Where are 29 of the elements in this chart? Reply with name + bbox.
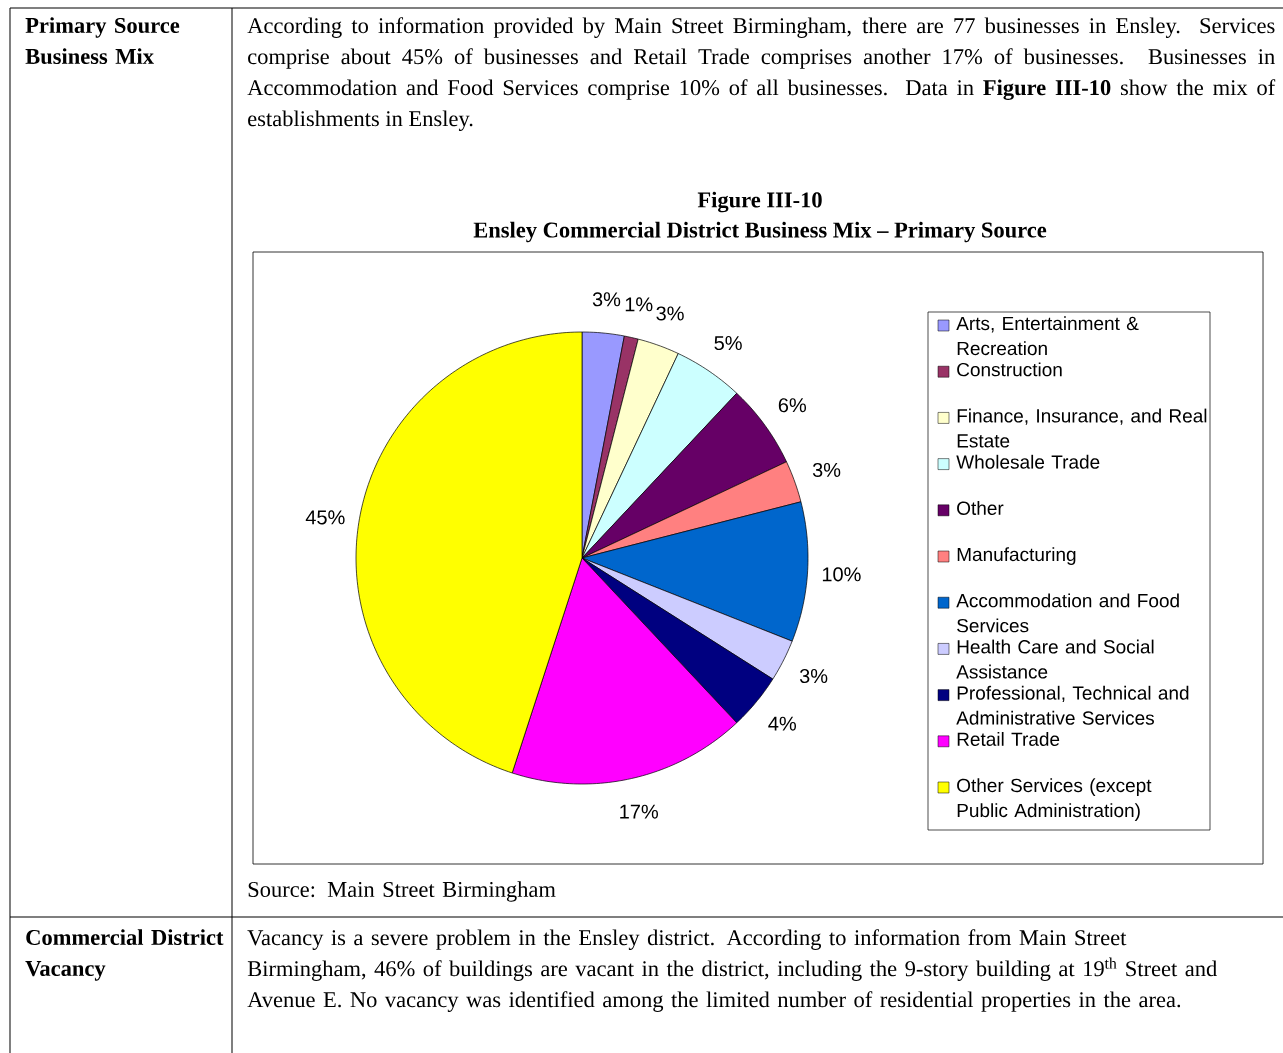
legend-label: Accommodation and Food Services [956,593,1179,633]
legend-label: Professional, Technical and Administrative Services [956,685,1189,725]
data-label: 3% [799,668,828,684]
data-label: 1% [625,297,653,312]
data-label: 45% [305,510,345,525]
legend-label: Finance, Insurance, and Real Estate [957,408,1207,448]
data-label: 17% [620,804,659,819]
legend-label: Arts, Entertainment & Recreation [956,316,1139,356]
data-label: 3% [812,462,841,478]
text: Vacancy is a severe problem in the Ensley district. According to information from Main Street Birmingham, 46% of buildings are vacant in the district, including the 9-story building at 19$^{th}$ Street and Avenue E. No vacancy was identified among the limited number of residential properties in the area. [247,929,1217,1012]
data-label: 3% [592,292,621,307]
data-label: 3% [656,306,684,321]
data-label: 6% [778,398,807,413]
text: Commercial District Vacancy [25,929,224,981]
legend-label: Construction [957,362,1062,377]
data-label: 4% [768,716,796,731]
legend-label: Manufacturing [957,547,1076,565]
text: Primary Source Business Mix [25,17,180,65]
legend-label: Other [957,501,1004,515]
legend-label: Wholesale Trade [956,454,1100,469]
source-note: Source: Main Street Birmingham [248,881,556,902]
chart-subtitle: Ensley Commercial District Business Mix – Primary Source [473,221,1047,243]
legend-label: Other Services (except Public Administration) [957,778,1152,821]
legend-label: Health Care and Social Assistance [956,639,1154,679]
chart-title: Figure III-10 [697,191,822,213]
data-label: 5% [714,336,742,351]
legend-label: Retail Trade [957,732,1060,746]
text: According to information provided by Main Street Birmingham, there are 77 businesses in Ensley. Services comprise about 45% of businesses and Retail Trade comprises another 17% of businesses. Businesses in Accommodation and Food Services comprise 10% of all businesses. Data in Figure III-10 show the mix of establishments in Ensley. [247,17,1276,131]
data-label: 10% [822,567,861,582]
